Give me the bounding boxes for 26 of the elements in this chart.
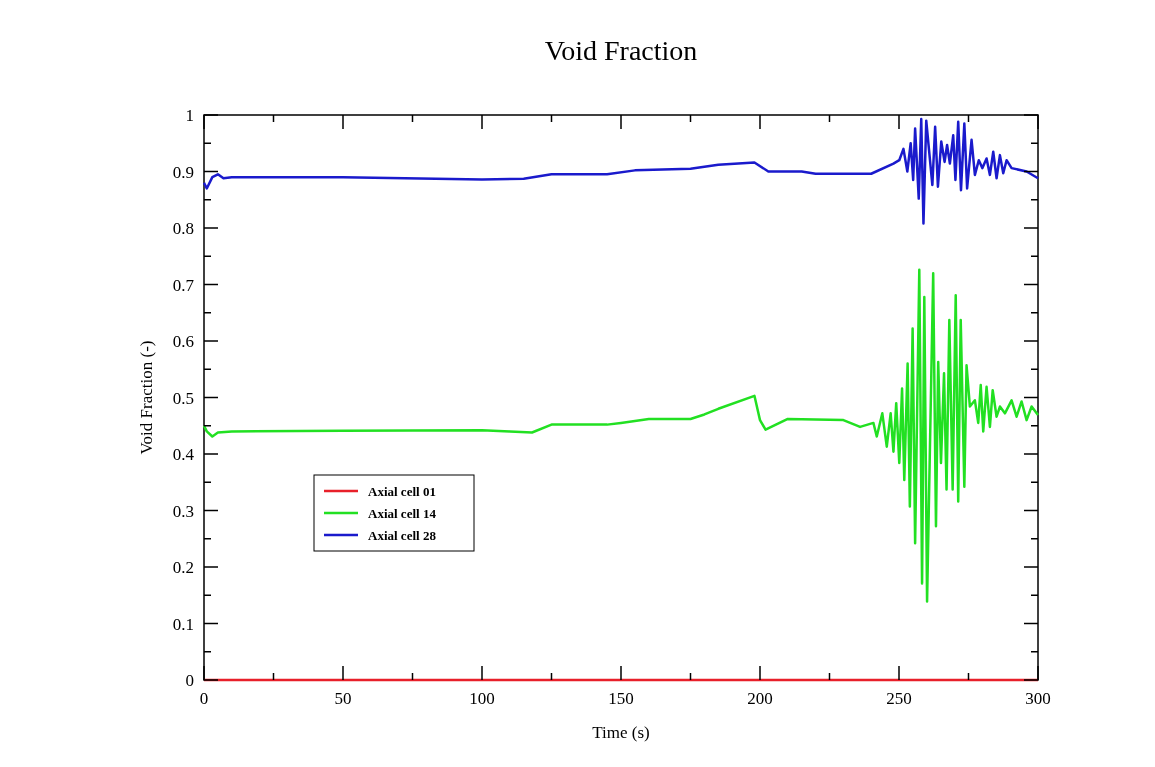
legend-label: Axial cell 14 xyxy=(368,506,437,521)
x-tick-label: 300 xyxy=(1025,689,1051,708)
x-axis-title: Time (s) xyxy=(592,723,650,742)
x-tick-label: 50 xyxy=(334,689,352,708)
x-tick-label: 100 xyxy=(469,689,495,708)
y-tick-label: 0.3 xyxy=(172,501,194,521)
y-tick-label: 0.2 xyxy=(172,558,194,577)
x-tick-label: 150 xyxy=(608,689,634,708)
legend-label: Axial cell 28 xyxy=(368,528,437,543)
chart-title: Void Fraction xyxy=(544,35,698,66)
y-tick-label: 0 xyxy=(185,671,194,690)
y-tick-label: 1 xyxy=(185,106,194,125)
legend-label: Axial cell 01 xyxy=(368,484,436,499)
y-tick-label: 0.1 xyxy=(172,614,194,634)
y-tick-label: 0.5 xyxy=(172,388,194,408)
y-tick-label: 0.9 xyxy=(172,162,194,182)
y-tick-label: 0.4 xyxy=(172,445,195,464)
y-axis-title: Void Fraction (-) xyxy=(137,340,156,455)
y-tick-label: 0.8 xyxy=(172,219,194,238)
y-tick-label: 0.6 xyxy=(172,332,194,351)
line-series xyxy=(202,268,1040,603)
x-tick-label: 200 xyxy=(747,689,773,708)
line-series xyxy=(202,117,1040,225)
x-tick-label: 250 xyxy=(886,689,912,708)
y-tick-label: 0.7 xyxy=(172,275,195,295)
x-tick-label: 0 xyxy=(199,689,209,708)
